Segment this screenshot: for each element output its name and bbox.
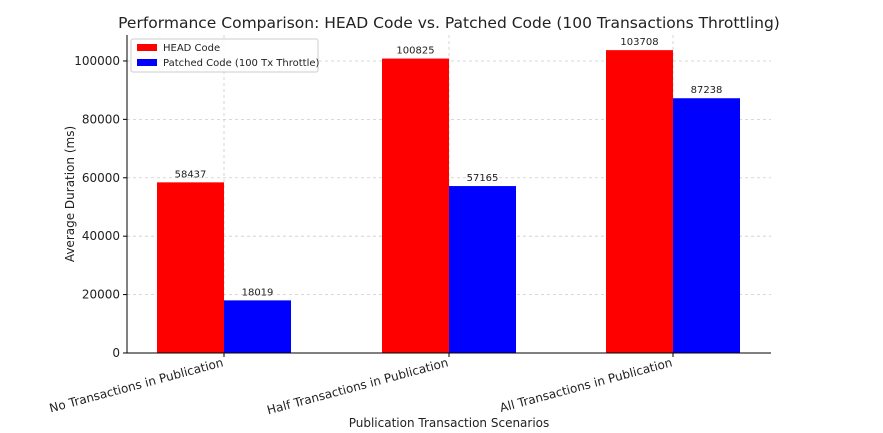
bars xyxy=(157,50,740,354)
legend-label: HEAD Code xyxy=(163,43,220,54)
y-axis-label: Average Duration (ms) xyxy=(63,126,77,262)
bar xyxy=(673,98,740,354)
y-tick-label: 40000 xyxy=(82,229,120,243)
x-tick-label: Half Transactions in Publication xyxy=(265,355,449,417)
data-label: 100825 xyxy=(396,46,434,57)
data-label: 87238 xyxy=(691,85,723,96)
bar xyxy=(606,50,673,353)
y-tick-label: 80000 xyxy=(82,112,120,126)
legend: HEAD Code Patched Code (100 Tx Throttle) xyxy=(130,38,320,73)
chart-title: Performance Comparison: HEAD Code vs. Pa… xyxy=(118,14,780,32)
y-tick-label: 20000 xyxy=(82,288,120,302)
x-axis-label: Publication Transaction Scenarios xyxy=(349,416,550,430)
bar xyxy=(449,186,516,353)
data-labels: 58437 100825 103708 18019 57165 87238 xyxy=(175,37,723,298)
legend-frame xyxy=(130,38,319,73)
x-tick-label: No Transactions in Publication xyxy=(48,355,225,415)
y-tick-label: 100000 xyxy=(74,54,120,68)
bar xyxy=(157,182,224,353)
legend-swatch xyxy=(137,59,157,66)
bar xyxy=(224,300,291,353)
data-label: 18019 xyxy=(242,287,274,298)
y-ticks: 0 20000 40000 60000 80000 100000 xyxy=(74,54,127,360)
legend-swatch xyxy=(137,44,157,51)
data-label: 103708 xyxy=(620,37,658,48)
legend-label: Patched Code (100 Tx Throttle) xyxy=(163,58,320,69)
x-ticks: No Transactions in Publication Half Trans… xyxy=(48,353,674,417)
data-label: 58437 xyxy=(175,169,207,180)
data-label: 57165 xyxy=(467,173,499,184)
y-tick-label: 60000 xyxy=(82,171,120,185)
y-tick-label: 0 xyxy=(112,346,120,360)
x-tick-label: All Transactions in Publication xyxy=(498,355,674,415)
bar xyxy=(382,58,449,353)
